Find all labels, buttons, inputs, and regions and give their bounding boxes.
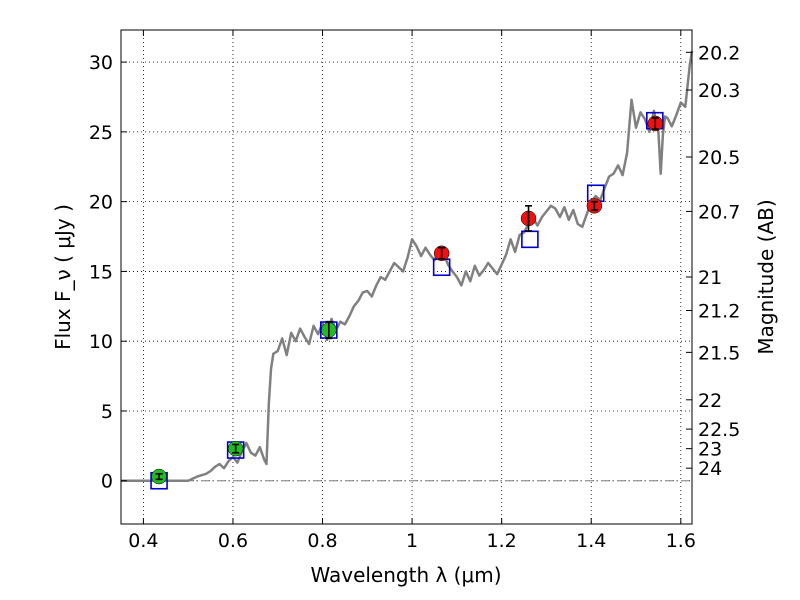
mag-tick-label: 24 — [698, 458, 722, 480]
mag-tick-label: 21.5 — [698, 342, 740, 364]
x-axis-label: Wavelength λ (μm) — [310, 563, 501, 587]
y-tick-label: 30 — [89, 52, 113, 74]
x-tick-label: 0.6 — [218, 530, 248, 552]
y-tick-label: 15 — [89, 261, 113, 283]
x-tick-label: 1 — [406, 530, 418, 552]
y-tick-label: 5 — [101, 401, 113, 423]
x-tick-label: 1.6 — [666, 530, 696, 552]
x-tick-label: 1.4 — [576, 530, 606, 552]
y-axis-label: Flux F_ν ( μJy ) — [51, 204, 75, 350]
mag-tick-label: 20.7 — [698, 201, 740, 223]
mag-tick-label: 20.2 — [698, 42, 740, 64]
x-tick-label: 1.2 — [487, 530, 517, 552]
y-tick-label: 25 — [89, 122, 113, 144]
mag-tick-label: 22 — [698, 390, 722, 412]
x-tick-label: 0.4 — [128, 530, 158, 552]
x-tick-label: 0.8 — [307, 530, 337, 552]
mag-tick-label: 21.2 — [698, 300, 740, 322]
right-axis-label: Magnitude (AB) — [754, 199, 778, 354]
y-tick-label: 20 — [89, 192, 113, 214]
y-tick-label: 10 — [89, 331, 113, 353]
y-tick-label: 0 — [101, 471, 113, 493]
mag-tick-label: 22.5 — [698, 419, 740, 441]
x-axis: 0.4 0.6 0.8 1 1.2 1.4 1.6 — [128, 30, 696, 552]
y-axis-left: 0 5 10 15 20 25 30 — [89, 52, 127, 493]
mag-tick-label: 20.5 — [698, 147, 740, 169]
mag-tick-label: 21 — [698, 267, 722, 289]
mag-tick-label: 20.3 — [698, 80, 740, 102]
mag-tick-label: 23 — [698, 439, 722, 461]
observed-points-series — [151, 115, 664, 485]
